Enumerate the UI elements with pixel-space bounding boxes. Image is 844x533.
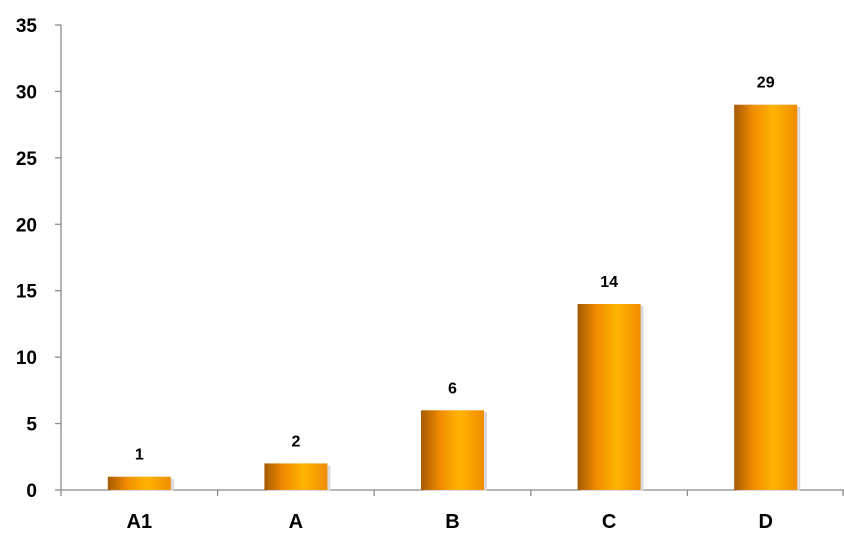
y-tick-label: 10 [16, 348, 37, 369]
x-category-label: B [445, 511, 459, 533]
bar-c [577, 304, 641, 490]
bar-a [264, 463, 328, 490]
data-label-c: 14 [600, 274, 618, 291]
y-tick-label: 15 [16, 282, 38, 303]
data-label-a: 2 [291, 433, 300, 450]
bar-d [734, 104, 798, 490]
y-axis: 0 5 10 15 20 25 30 35 [16, 16, 62, 502]
data-label-d: 29 [757, 75, 775, 92]
y-tick-label: 20 [16, 215, 37, 236]
x-category-label: A [289, 511, 303, 533]
y-tick-label: 5 [26, 415, 37, 436]
bars [107, 104, 801, 491]
x-category-label: C [602, 511, 616, 533]
bar-b [421, 410, 484, 490]
x-axis: A1 A B C D [60, 489, 844, 533]
bar-a1 [107, 476, 171, 490]
y-tick-label: 25 [16, 149, 38, 170]
data-label-a1: 1 [135, 447, 144, 464]
y-tick-label: 35 [16, 16, 38, 37]
x-category-label: A1 [127, 511, 153, 533]
y-tick-label: 0 [26, 481, 37, 502]
y-tick-label: 30 [16, 82, 37, 103]
x-category-label: D [758, 511, 772, 533]
data-labels: 1 2 6 14 29 [135, 75, 775, 464]
data-label-b: 6 [448, 380, 457, 397]
